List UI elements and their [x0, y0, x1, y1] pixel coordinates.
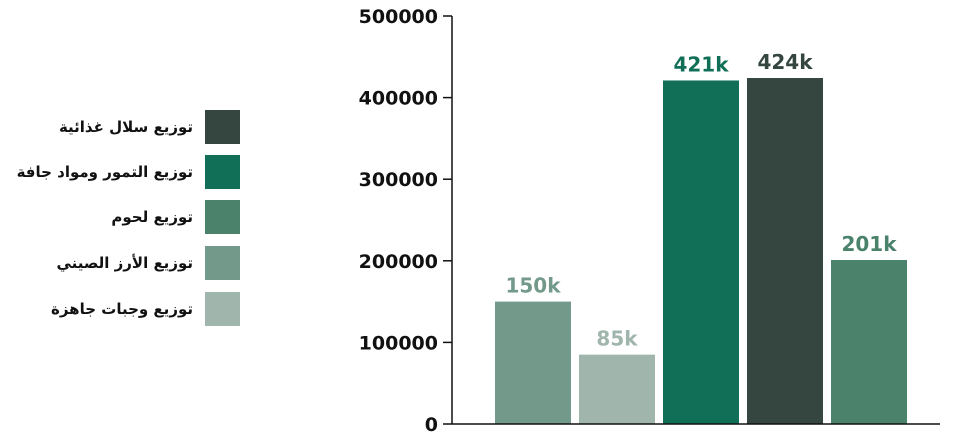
bar — [579, 354, 655, 424]
y-tick-label: 300000 — [359, 169, 438, 191]
y-tick-label: 0 — [425, 414, 438, 434]
legend-item: توزيع لحوم — [111, 200, 240, 234]
legend-item: توزيع التمور ومواد جافة — [17, 155, 240, 189]
legend-label: توزيع الأرز الصيني — [56, 254, 193, 272]
legend-swatch — [205, 110, 240, 144]
legend-swatch — [205, 155, 240, 189]
legend-swatch — [205, 246, 240, 280]
bar — [495, 301, 571, 424]
bar — [831, 259, 907, 424]
legend-label: توزيع وجبات جاهزة — [51, 300, 193, 318]
bar-value-label: 201k — [841, 232, 897, 256]
y-tick-label: 100000 — [359, 332, 438, 354]
bar — [747, 78, 823, 425]
bar-value-label: 424k — [757, 50, 813, 74]
bars-group: 150k 85k 421k 424k 201k — [495, 50, 907, 425]
legend-item: توزيع سلال غذائية — [59, 110, 240, 144]
y-axis: 0 100000 200000 300000 400000 500000 — [359, 6, 940, 434]
bar-value-label: 150k — [505, 274, 561, 298]
legend-swatch — [205, 200, 240, 234]
bar-value-label: 85k — [596, 327, 638, 351]
legend-item: توزيع الأرز الصيني — [56, 246, 240, 280]
bar — [663, 80, 739, 425]
legend-label: توزيع التمور ومواد جافة — [16, 163, 193, 181]
legend-swatch — [205, 292, 240, 326]
legend-label: توزيع لحوم — [111, 208, 193, 226]
y-tick-label: 400000 — [359, 88, 438, 110]
bar-value-label: 421k — [673, 52, 729, 76]
legend-label: توزيع سلال غذائية — [58, 118, 193, 136]
y-tick-label: 200000 — [359, 251, 438, 273]
legend-item: توزيع وجبات جاهزة — [51, 292, 240, 326]
y-tick-label: 500000 — [359, 6, 438, 28]
